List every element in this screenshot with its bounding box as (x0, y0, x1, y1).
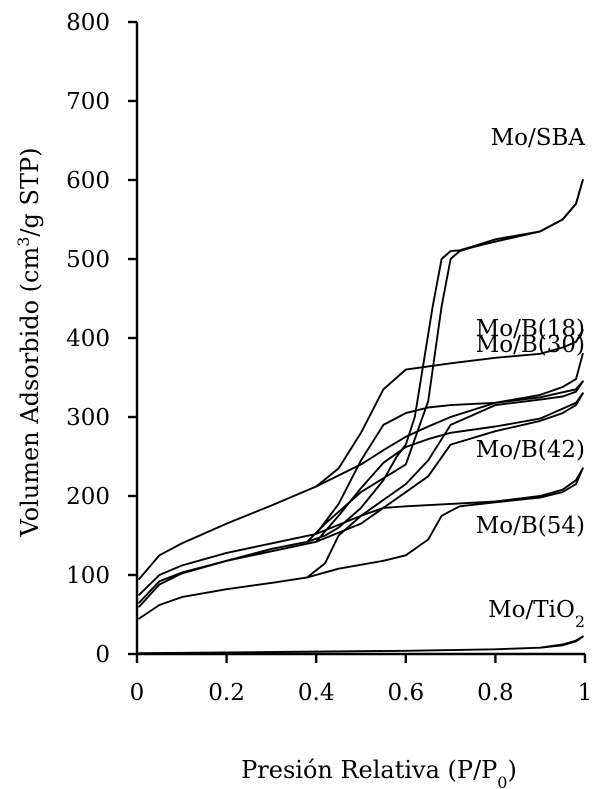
y-tick-label: 600 (66, 168, 110, 194)
series-label: Mo/SBA (491, 125, 586, 151)
y-axis-title-end: /g STP) (16, 148, 44, 237)
y-axis-title-main: Volumen Adsorbido (cm (16, 247, 44, 538)
series-mo-tio-desorption-line (539, 635, 584, 649)
x-tick-label: 0 (130, 680, 145, 706)
y-ticks: 0 100 200 300 400 500 600 700 800 (66, 10, 137, 668)
curves (138, 179, 584, 655)
x-ticks: 0 0.2 0.4 0.6 0.8 1 (130, 654, 593, 706)
series-mo-b-42-desorption-line (315, 392, 584, 543)
series-mo-b-30-desorption-line (315, 380, 584, 535)
x-axis-title: Presión Relativa (P/P0) (241, 756, 517, 789)
series-label: Mo/TiO2 (488, 597, 585, 631)
series-mo-b-54-desorption-line (306, 467, 584, 579)
y-tick-label: 300 (66, 405, 110, 431)
x-tick-label: 0.8 (477, 680, 514, 706)
series-label: Mo/B(30) (476, 332, 585, 358)
y-tick-label: 500 (66, 247, 110, 273)
y-axis-title: Volumen Adsorbido (cm3/g STP) (14, 148, 45, 538)
y-tick-label: 200 (66, 484, 110, 510)
y-tick-label: 700 (66, 89, 110, 115)
x-tick-label: 0.6 (388, 680, 425, 706)
x-tick-label: 0.2 (208, 680, 245, 706)
y-tick-label: 100 (66, 563, 110, 589)
series-mo-tio-adsorption-line (138, 635, 584, 655)
series-mo-b-54-adsorption-line (138, 467, 584, 620)
y-tick-label: 800 (66, 10, 110, 36)
series-mo-b-18-adsorption-line (138, 352, 584, 580)
x-axis-title-end: ) (507, 756, 516, 784)
series-label: Mo/B(42) (476, 437, 585, 463)
x-tick-label: 1 (578, 680, 593, 706)
series-mo-b-42-adsorption-line (138, 392, 584, 608)
x-axis-title-main: Presión Relativa (P/P (241, 756, 497, 784)
series-mo-b-30-adsorption-line (138, 380, 584, 596)
y-axis-title-sup: 3 (14, 237, 33, 247)
series-mo-b-18-desorption-line (315, 329, 584, 488)
y-tick-label: 0 (95, 642, 110, 668)
series-mo-sba-desorption-line (306, 179, 584, 543)
series-labels: Mo/SBA Mo/B(18)Mo/B(30) Mo/B(42) Mo/B(54) Mo… (476, 125, 586, 631)
x-axis-title-sub: 0 (497, 773, 507, 789)
y-tick-label: 400 (66, 326, 110, 352)
x-tick-label: 0.4 (298, 680, 335, 706)
series-label: Mo/B(54) (476, 513, 585, 539)
series-mo-sba-adsorption-line (138, 179, 584, 604)
series-label: Mo/B(18) (476, 316, 585, 342)
